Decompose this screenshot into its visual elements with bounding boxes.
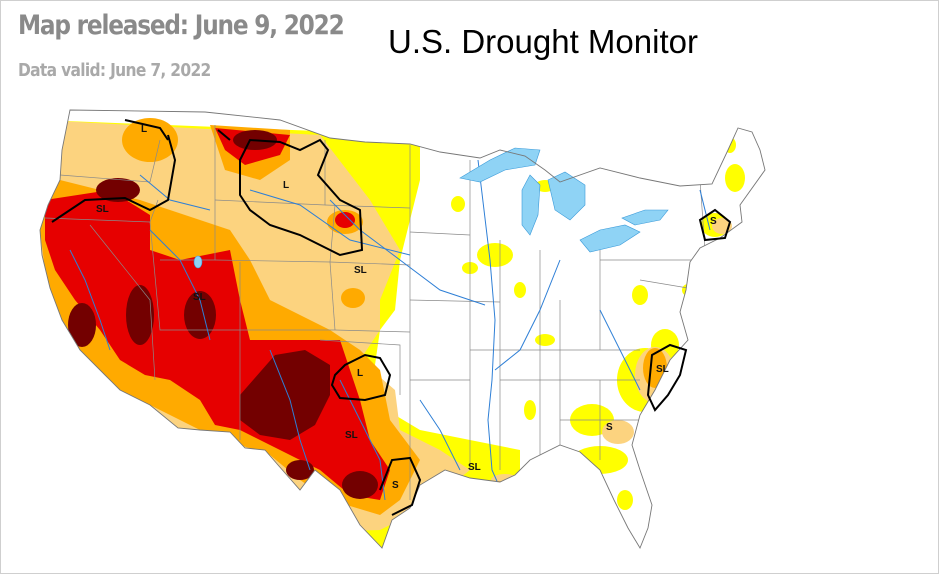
impact-boundaries <box>51 119 732 516</box>
label-new-england-S: S <box>710 216 717 227</box>
label-carolina-SL: SL <box>656 364 669 375</box>
data-valid-date: Data valid: June 7, 2022 <box>18 60 211 81</box>
state-boundaries <box>44 125 706 500</box>
label-texas-S: S <box>392 480 399 491</box>
label-montana-L: L <box>283 180 289 191</box>
label-oregon-SL: SL <box>96 204 109 215</box>
label-nevada-utah-SL: SL <box>193 292 206 303</box>
label-georgia-S: S <box>606 422 613 433</box>
label-texas-SL: SL <box>345 430 358 441</box>
label-pnw-L: L <box>141 124 147 135</box>
map-title: U.S. Drought Monitor <box>388 23 698 60</box>
rivers <box>69 159 711 501</box>
great-lakes <box>193 147 669 269</box>
label-louisiana-SL: SL <box>468 462 481 473</box>
label-oklahoma-L: L <box>357 368 363 379</box>
label-nebraska-SL: SL <box>354 265 367 276</box>
impact-labels: L L SL SL SL L SL S SL SL S S <box>96 124 717 491</box>
map-released-date: Map released: June 9, 2022 <box>18 10 345 41</box>
